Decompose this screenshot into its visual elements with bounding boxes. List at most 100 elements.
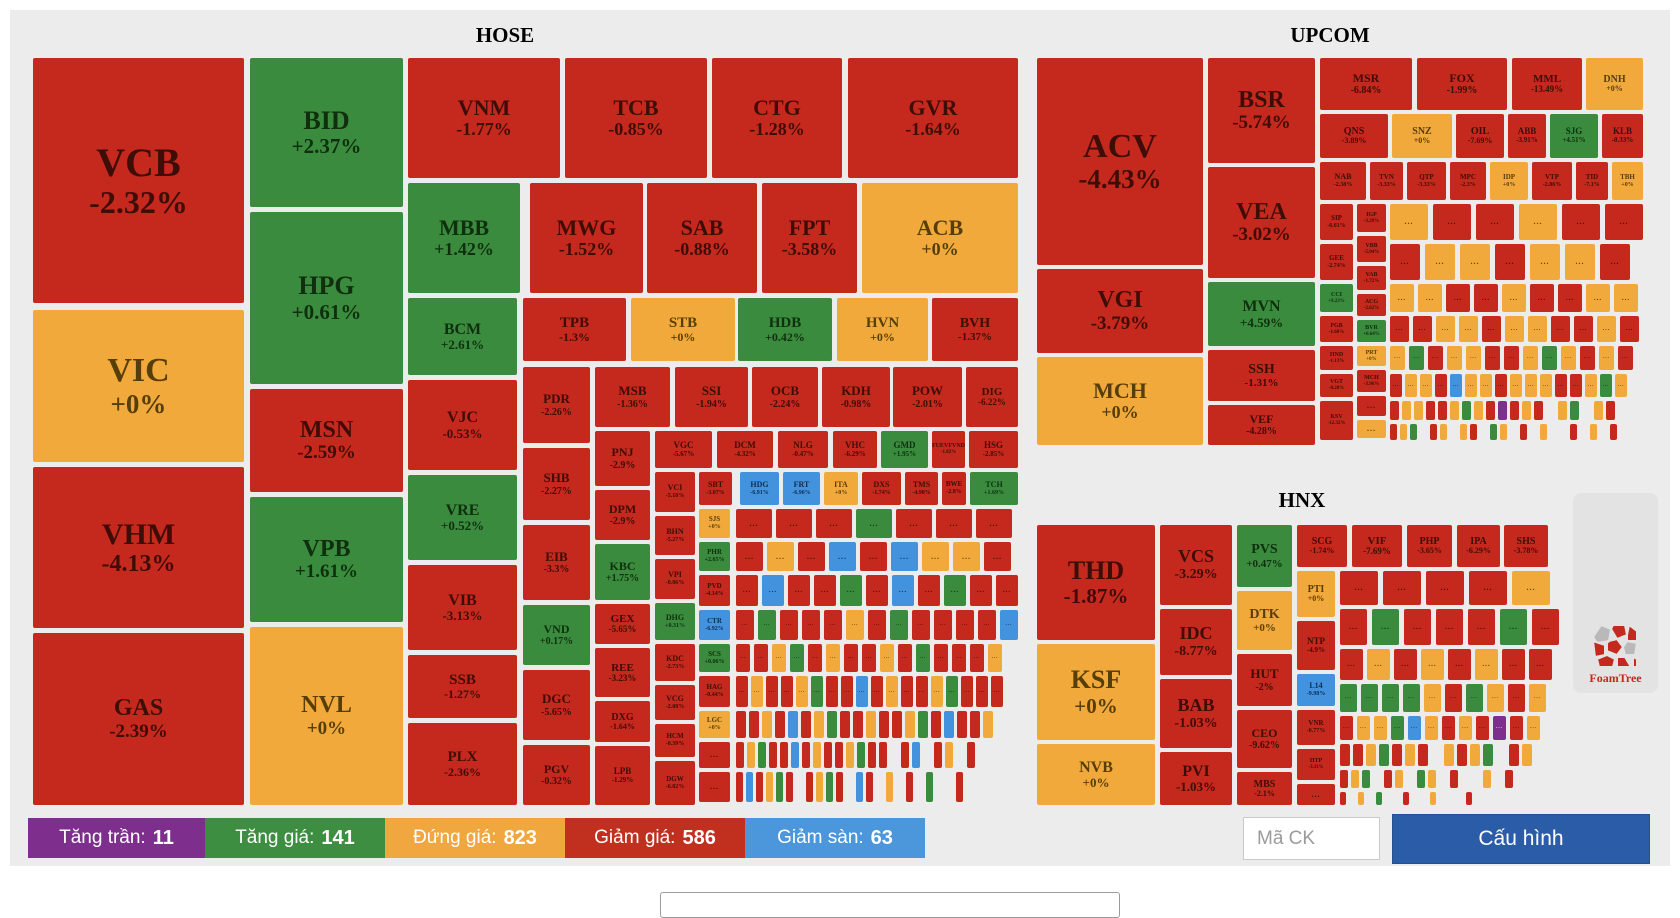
stock-tile-small[interactable]: ... — [1500, 609, 1527, 645]
stock-tile-small[interactable] — [1444, 744, 1454, 766]
stock-tile-small[interactable] — [1500, 424, 1507, 440]
stock-tile-small[interactable] — [756, 772, 763, 802]
stock-tile-small[interactable]: ... — [1357, 420, 1386, 438]
stock-tile-small[interactable] — [905, 711, 915, 738]
stock-tile-small[interactable] — [1340, 744, 1350, 766]
stock-tile-igp[interactable]: IGP -3.29% — [1357, 204, 1386, 232]
stock-tile-small[interactable]: ... — [1424, 684, 1441, 712]
stock-tile-small[interactable]: ... — [1390, 346, 1405, 370]
stock-tile-small[interactable] — [788, 711, 798, 738]
stock-tile-bab[interactable]: BAB -1.03% — [1160, 679, 1232, 748]
stock-tile-gex[interactable]: GEX -5.65% — [595, 604, 650, 644]
stock-tile-small[interactable] — [736, 711, 746, 738]
stock-tile-small[interactable]: ... — [796, 676, 808, 707]
stock-tile-sab[interactable]: SAB -0.88% — [647, 183, 757, 293]
stock-tile-mpc[interactable]: MPC -2.3% — [1450, 162, 1486, 200]
stock-tile-ree[interactable]: REE -3.23% — [595, 648, 650, 697]
stock-tile-small[interactable] — [1403, 792, 1409, 805]
stock-tile-small[interactable]: ... — [1510, 374, 1522, 397]
stock-tile-ksv[interactable]: KSV -12.32% — [1320, 401, 1353, 440]
stock-tile-small[interactable]: ... — [790, 644, 804, 672]
stock-tile-pow[interactable]: POW -2.01% — [893, 367, 962, 427]
stock-tile-small[interactable] — [746, 772, 753, 802]
stock-tile-small[interactable]: ... — [1475, 649, 1498, 680]
stock-tile-mbb[interactable]: MBB +1.42% — [408, 183, 520, 293]
stock-tile-small[interactable]: ... — [841, 676, 853, 707]
stock-tile-vib[interactable]: VIB -3.13% — [408, 565, 517, 650]
stock-tile-small[interactable]: ... — [1383, 571, 1421, 605]
stock-tile-small[interactable] — [1470, 424, 1477, 440]
stock-tile-small[interactable] — [1340, 770, 1348, 788]
stock-tile-small[interactable]: ... — [736, 542, 763, 571]
stock-tile-small[interactable] — [918, 711, 928, 738]
stock-tile-small[interactable]: ... — [1357, 716, 1370, 740]
stock-tile-vnd[interactable]: VND +0.17% — [523, 605, 590, 665]
stock-tile-small[interactable] — [1426, 401, 1435, 420]
stock-tile-dxs[interactable]: DXS -1.74% — [862, 472, 901, 505]
stock-tile-lgc[interactable]: LGC +0% — [699, 711, 730, 738]
stock-tile-frt[interactable]: FRT -6.96% — [783, 472, 820, 505]
stock-tile-ssb[interactable]: SSB -1.27% — [408, 655, 517, 718]
stock-tile-small[interactable]: ... — [1502, 284, 1526, 312]
stock-tile-small[interactable] — [926, 772, 933, 802]
stock-tile-small[interactable]: ... — [946, 676, 958, 707]
stock-tile-small[interactable] — [1395, 770, 1403, 788]
stock-tile-small[interactable] — [1392, 744, 1402, 766]
stock-tile-small[interactable]: ... — [1428, 346, 1443, 370]
stock-tile-small[interactable]: ... — [1570, 374, 1582, 397]
stock-tile-small[interactable]: ... — [976, 509, 1012, 538]
stock-tile-small[interactable]: ... — [788, 575, 810, 606]
stock-tile-small[interactable]: ... — [844, 644, 858, 672]
stock-tile-small[interactable] — [786, 772, 793, 802]
stock-tile-small[interactable]: ... — [1468, 609, 1495, 645]
stock-tile-small[interactable] — [1450, 770, 1458, 788]
stock-tile-small[interactable] — [1376, 792, 1382, 805]
stock-tile-small[interactable]: ... — [868, 610, 886, 640]
stock-tile-small[interactable]: ... — [808, 644, 822, 672]
stock-tile-small[interactable]: ... — [1580, 346, 1595, 370]
stock-tile-small[interactable] — [1590, 424, 1597, 440]
stock-tile-idp[interactable]: IDP +0% — [1490, 162, 1528, 200]
stock-tile-hnd[interactable]: HND -1.13% — [1320, 346, 1353, 370]
stock-tile-small[interactable]: ... — [1413, 316, 1432, 342]
stock-tile-small[interactable]: ... — [1605, 204, 1643, 240]
stock-tile-small[interactable]: ... — [896, 509, 932, 538]
stock-tile-small[interactable]: ... — [984, 542, 1011, 571]
stock-tile-ceo[interactable]: CEO -9.62% — [1237, 710, 1292, 768]
stock-tile-dgw[interactable]: DGW -6.82% — [655, 761, 695, 805]
stock-tile-small[interactable]: ... — [772, 644, 786, 672]
stock-tile-small[interactable] — [801, 711, 811, 738]
stock-tile-small[interactable]: ... — [1361, 684, 1378, 712]
stock-tile-small[interactable] — [1414, 401, 1423, 420]
stock-tile-nvb[interactable]: NVB +0% — [1037, 744, 1155, 805]
stock-tile-small[interactable] — [1402, 401, 1411, 420]
stock-tile-small[interactable]: ... — [1390, 316, 1409, 342]
stock-tile-small[interactable] — [1390, 401, 1399, 420]
stock-tile-plx[interactable]: PLX -2.36% — [408, 723, 517, 805]
stock-tile-small[interactable]: ... — [1487, 684, 1504, 712]
stock-tile-vpi[interactable]: VPI -0.86% — [655, 559, 695, 599]
stock-tile-qtp[interactable]: QTP -3.33% — [1407, 162, 1446, 200]
stock-tile-bhn[interactable]: BHN -5.27% — [655, 516, 695, 555]
config-button[interactable]: Cấu hình — [1392, 814, 1650, 864]
stock-tile-small[interactable] — [826, 772, 833, 802]
stock-tile-small[interactable] — [1384, 770, 1392, 788]
stock-tile-vgi[interactable]: VGI -3.79% — [1037, 269, 1203, 353]
stock-tile-small[interactable]: ... — [1600, 374, 1612, 397]
stock-tile-small[interactable] — [814, 711, 824, 738]
stock-tile-small[interactable]: ... — [953, 542, 980, 571]
stock-tile-small[interactable] — [983, 711, 993, 738]
stock-tile-small[interactable]: ... — [1485, 346, 1500, 370]
stock-tile-pvs[interactable]: PVS +0.47% — [1237, 525, 1292, 587]
stock-tile-small[interactable] — [1490, 424, 1497, 440]
stock-tile-phr[interactable]: PHR +2.65% — [699, 542, 730, 571]
stock-tile-small[interactable]: ... — [1000, 610, 1018, 640]
stock-tile-small[interactable]: ... — [699, 772, 730, 802]
stock-tile-acg[interactable]: ACG -2.62% — [1357, 294, 1386, 316]
stock-tile-small[interactable] — [1428, 770, 1436, 788]
stock-tile-small[interactable]: ... — [1433, 204, 1471, 240]
stock-tile-small[interactable]: ... — [1297, 784, 1335, 805]
stock-tile-small[interactable] — [892, 711, 902, 738]
stock-tile-bvh[interactable]: BVH -1.37% — [932, 298, 1018, 361]
stock-tile-small[interactable] — [1340, 792, 1346, 805]
